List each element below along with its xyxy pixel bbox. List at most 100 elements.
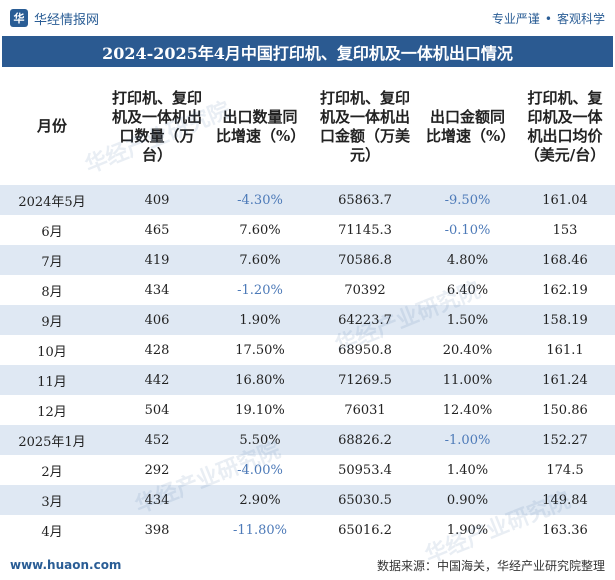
cell-quantity: 398 — [144, 522, 170, 538]
table-body: 2024年5月 409 -4.30% 65863.7 -9.50% 161.04 6月 465… — [0, 185, 615, 545]
cell-amount-growth: 11.00% — [420, 365, 515, 395]
cell-amount: 64223.7 — [310, 305, 420, 335]
cell-amount-growth: 1.40% — [446, 462, 489, 478]
cell-quantity-growth: 16.80% — [210, 365, 310, 395]
table-row: 2月 292 -4.00% 50953.4 1.40% 174.5 — [0, 455, 615, 485]
cell-avg-price: 153 — [552, 222, 578, 238]
cell-amount-growth: 4.80% — [420, 245, 515, 275]
brand: 华 华经情报网 — [10, 9, 99, 28]
cell-avg-price: 161.04 — [515, 185, 615, 215]
cell-amount-growth: 20.40% — [442, 342, 493, 358]
cell-amount-growth: -9.50% — [420, 185, 515, 215]
cell-quantity: 504 — [144, 402, 170, 418]
cell-month: 11月 — [0, 365, 104, 395]
cell-quantity-growth: 7.60% — [239, 222, 281, 238]
cell-month: 7月 — [0, 245, 104, 275]
cell-quantity-growth: 1.90% — [210, 305, 310, 335]
cell-month: 3月 — [0, 485, 104, 515]
cell-amount: 71145.3 — [338, 222, 392, 238]
data-table-container: 月份 打印机、复印机及一体机出口数量（万台） 出口数量同比增速（%） 打印机、复… — [0, 68, 615, 545]
cell-quantity-growth: 5.50% — [210, 425, 310, 455]
cell-month: 10月 — [37, 344, 67, 360]
cell-month: 4月 — [41, 524, 63, 540]
cell-quantity: 292 — [144, 462, 170, 478]
footer-source: 数据来源：中国海关，华经产业研究院整理 — [376, 558, 605, 573]
table-row: 4月 398 -11.80% 65016.2 1.90% 163.36 — [0, 515, 615, 545]
top-bar: 华 华经情报网 专业严谨 • 客观科学 — [0, 0, 615, 36]
cell-quantity-growth: 2.90% — [210, 485, 310, 515]
cell-amount: 68826.2 — [310, 425, 420, 455]
cell-amount: 65016.2 — [338, 522, 392, 538]
slogan-left: 专业严谨 — [491, 11, 540, 26]
slogan: 专业严谨 • 客观科学 — [492, 10, 605, 27]
table-row: 3月 434 2.90% 65030.5 0.90% 149.84 — [0, 485, 615, 515]
cell-amount: 71269.5 — [310, 365, 420, 395]
table-row: 9月 406 1.90% 64223.7 1.50% 158.19 — [0, 305, 615, 335]
cell-amount-growth: -1.00% — [420, 425, 515, 455]
cell-amount-growth: 1.90% — [446, 522, 489, 538]
cell-quantity: 428 — [144, 342, 170, 358]
col-header-quantity: 打印机、复印机及一体机出口数量（万台） — [111, 88, 202, 164]
cell-quantity-growth: 19.10% — [235, 402, 285, 418]
cell-avg-price: 149.84 — [515, 485, 615, 515]
cell-amount-growth: -0.10% — [444, 222, 491, 238]
cell-quantity: 434 — [104, 485, 210, 515]
export-table: 月份 打印机、复印机及一体机出口数量（万台） 出口数量同比增速（%） 打印机、复… — [0, 68, 615, 545]
cell-month: 9月 — [0, 305, 104, 335]
cell-quantity-growth: -11.80% — [233, 522, 287, 538]
cell-quantity-growth: 7.60% — [210, 245, 310, 275]
col-header-avg-price: 打印机、复印机及一体机出口均价（美元/台） — [524, 88, 606, 164]
table-row: 12月 504 19.10% 76031 12.40% 150.86 — [0, 395, 615, 425]
cell-amount-growth: 12.40% — [442, 402, 493, 418]
cell-avg-price: 174.5 — [546, 462, 584, 478]
table-row: 6月 465 7.60% 71145.3 -0.10% 153 — [0, 215, 615, 245]
table-row: 8月 434 -1.20% 70392 6.40% 162.19 — [0, 275, 615, 305]
cell-avg-price: 152.27 — [515, 425, 615, 455]
cell-amount: 76031 — [344, 402, 386, 418]
cell-avg-price: 163.36 — [542, 522, 588, 538]
cell-month: 12月 — [37, 404, 67, 420]
cell-avg-price: 162.19 — [542, 282, 588, 298]
cell-month: 2024年5月 — [0, 185, 104, 215]
cell-quantity: 442 — [104, 365, 210, 395]
cell-month: 8月 — [41, 284, 63, 300]
table-row: 2025年1月 452 5.50% 68826.2 -1.00% 152.27 — [0, 425, 615, 455]
cell-quantity: 409 — [104, 185, 210, 215]
cell-quantity: 419 — [104, 245, 210, 275]
cell-quantity-growth: -1.20% — [237, 282, 283, 298]
cell-month: 6月 — [41, 224, 63, 240]
cell-month: 2月 — [41, 464, 63, 480]
cell-quantity-growth: -4.30% — [210, 185, 310, 215]
cell-quantity: 434 — [144, 282, 170, 298]
slogan-separator: • — [544, 11, 552, 26]
table-row: 10月 428 17.50% 68950.8 20.40% 161.1 — [0, 335, 615, 365]
footer-url[interactable]: www.huaon.com — [10, 558, 122, 572]
table-row: 2024年5月 409 -4.30% 65863.7 -9.50% 161.04 — [0, 185, 615, 215]
cell-avg-price: 161.24 — [515, 365, 615, 395]
cell-avg-price: 150.86 — [542, 402, 588, 418]
page-title: 2024-2025年4月中国打印机、复印机及一体机出口情况 — [2, 36, 613, 67]
table-header-row: 月份 打印机、复印机及一体机出口数量（万台） 出口数量同比增速（%） 打印机、复… — [0, 68, 615, 185]
cell-amount: 68950.8 — [338, 342, 392, 358]
col-header-month: 月份 — [36, 117, 67, 135]
cell-amount-growth: 6.40% — [446, 282, 489, 298]
cell-avg-price: 158.19 — [515, 305, 615, 335]
cell-avg-price: 168.46 — [515, 245, 615, 275]
brand-name: 华经情报网 — [34, 12, 100, 28]
col-header-amount-growth: 出口金额同比增速（%） — [426, 107, 516, 145]
cell-quantity-growth: 17.50% — [235, 342, 285, 358]
slogan-right: 客观科学 — [556, 11, 605, 26]
cell-month: 2025年1月 — [0, 425, 104, 455]
col-header-quantity-growth: 出口数量同比增速（%） — [216, 107, 306, 145]
cell-amount-growth: 1.50% — [420, 305, 515, 335]
cell-amount-growth: 0.90% — [420, 485, 515, 515]
cell-amount: 70392 — [344, 282, 386, 298]
col-header-amount: 打印机、复印机及一体机出口金额（万美元） — [319, 88, 410, 164]
table-row: 7月 419 7.60% 70586.8 4.80% 168.46 — [0, 245, 615, 275]
cell-quantity: 406 — [104, 305, 210, 335]
table-row: 11月 442 16.80% 71269.5 11.00% 161.24 — [0, 365, 615, 395]
cell-amount: 70586.8 — [310, 245, 420, 275]
cell-quantity: 452 — [104, 425, 210, 455]
brand-logo-icon: 华 — [10, 9, 28, 27]
footer: www.huaon.com 数据来源：中国海关，华经产业研究院整理 — [0, 550, 615, 580]
